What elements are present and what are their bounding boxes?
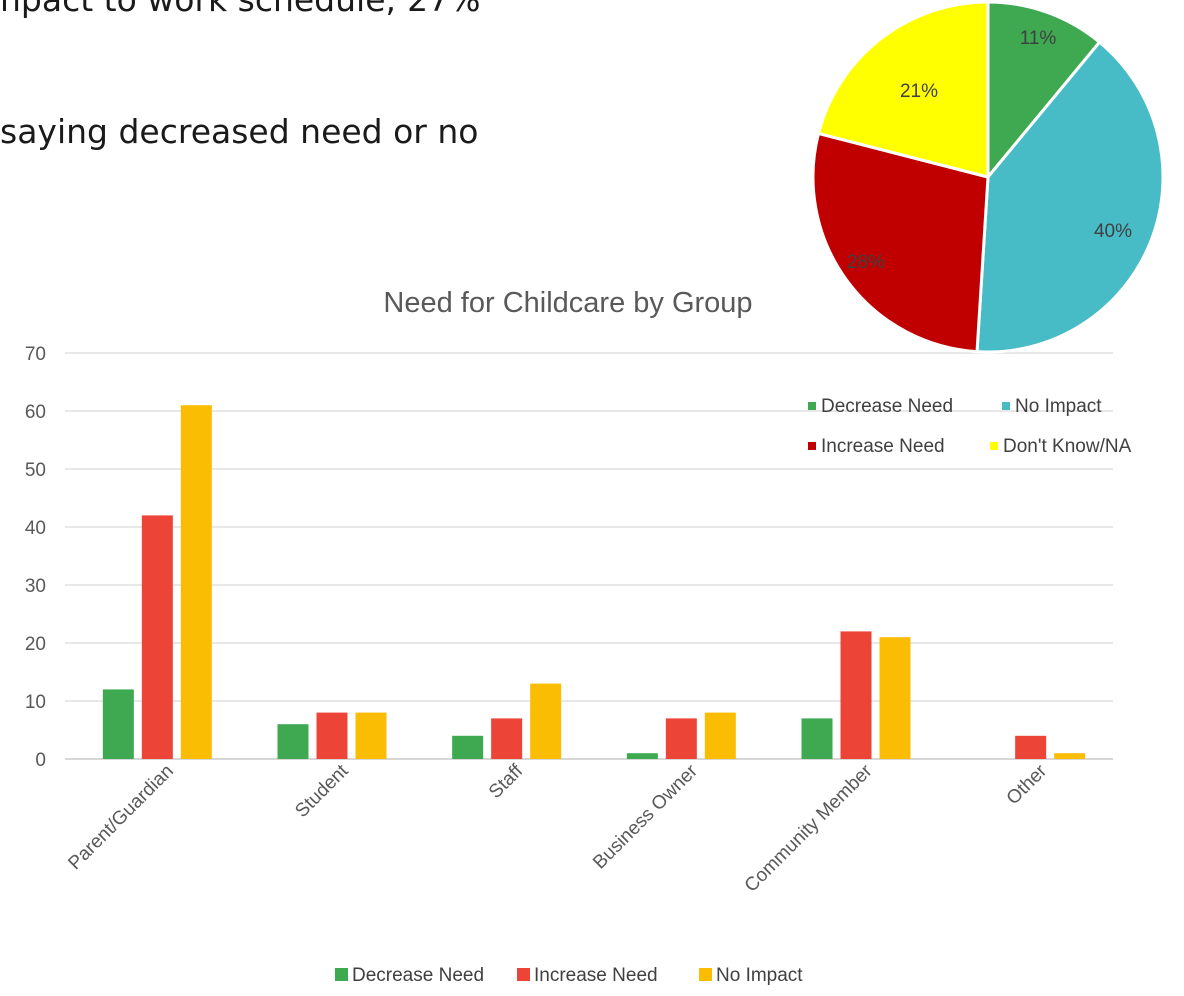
- legend-label: Decrease Need: [352, 965, 484, 986]
- bar: [879, 637, 911, 759]
- chart-title: Need for Childcare by Group: [383, 287, 752, 319]
- bar: [1015, 735, 1047, 759]
- slide-text-line-2: saying decreased need or no: [0, 112, 479, 151]
- y-tick-label: 30: [25, 576, 46, 597]
- pie-legend-swatch: [990, 442, 998, 450]
- y-tick-label: 50: [25, 460, 46, 481]
- bar: [102, 689, 134, 759]
- pie-slice: [986, 0, 1102, 182]
- pie-data-label: 21%: [900, 81, 938, 102]
- bar: [840, 631, 872, 759]
- pie-slice: [975, 40, 1165, 354]
- bar: [452, 735, 484, 759]
- bar: [316, 712, 348, 759]
- pie-legend-label: Increase Need: [821, 436, 945, 457]
- legend-swatch: [335, 968, 348, 981]
- legend-swatch: [699, 968, 712, 981]
- pie-legend-swatch: [808, 442, 816, 450]
- pie-legend-label: Decrease Need: [821, 396, 953, 417]
- pie-legend-label: No Impact: [1015, 396, 1102, 417]
- pie-slice: [811, 131, 990, 354]
- y-tick-label: 10: [25, 692, 46, 713]
- y-tick-label: 70: [25, 344, 46, 365]
- slide-text-line-1: npact to work schedule; 27%: [0, 0, 480, 19]
- legend-label: No Impact: [716, 965, 803, 986]
- y-tick-label: 60: [25, 402, 46, 423]
- bar: [277, 724, 309, 759]
- pie-legend-label: Don't Know/NA: [1003, 436, 1132, 457]
- bar: [141, 515, 173, 759]
- pie-slice: [816, 0, 990, 179]
- bar: [491, 718, 523, 759]
- pie-data-label: 11%: [1020, 28, 1057, 49]
- pie-data-label: 28%: [847, 252, 885, 273]
- pie-legend-swatch: [808, 402, 816, 410]
- bar: [1054, 753, 1086, 759]
- legend-swatch: [517, 968, 530, 981]
- y-tick-label: 20: [25, 634, 46, 655]
- y-tick-label: 40: [25, 518, 46, 539]
- bar: [530, 683, 562, 759]
- bar: [626, 753, 658, 759]
- bar: [665, 718, 697, 759]
- y-tick-label: 0: [35, 750, 46, 771]
- bar: [355, 712, 387, 759]
- pie-legend-swatch: [1002, 402, 1010, 410]
- bar: [180, 405, 212, 759]
- pie-data-label: 40%: [1094, 221, 1132, 242]
- bar: [801, 718, 833, 759]
- bar: [704, 712, 736, 759]
- legend-label: Increase Need: [534, 965, 658, 986]
